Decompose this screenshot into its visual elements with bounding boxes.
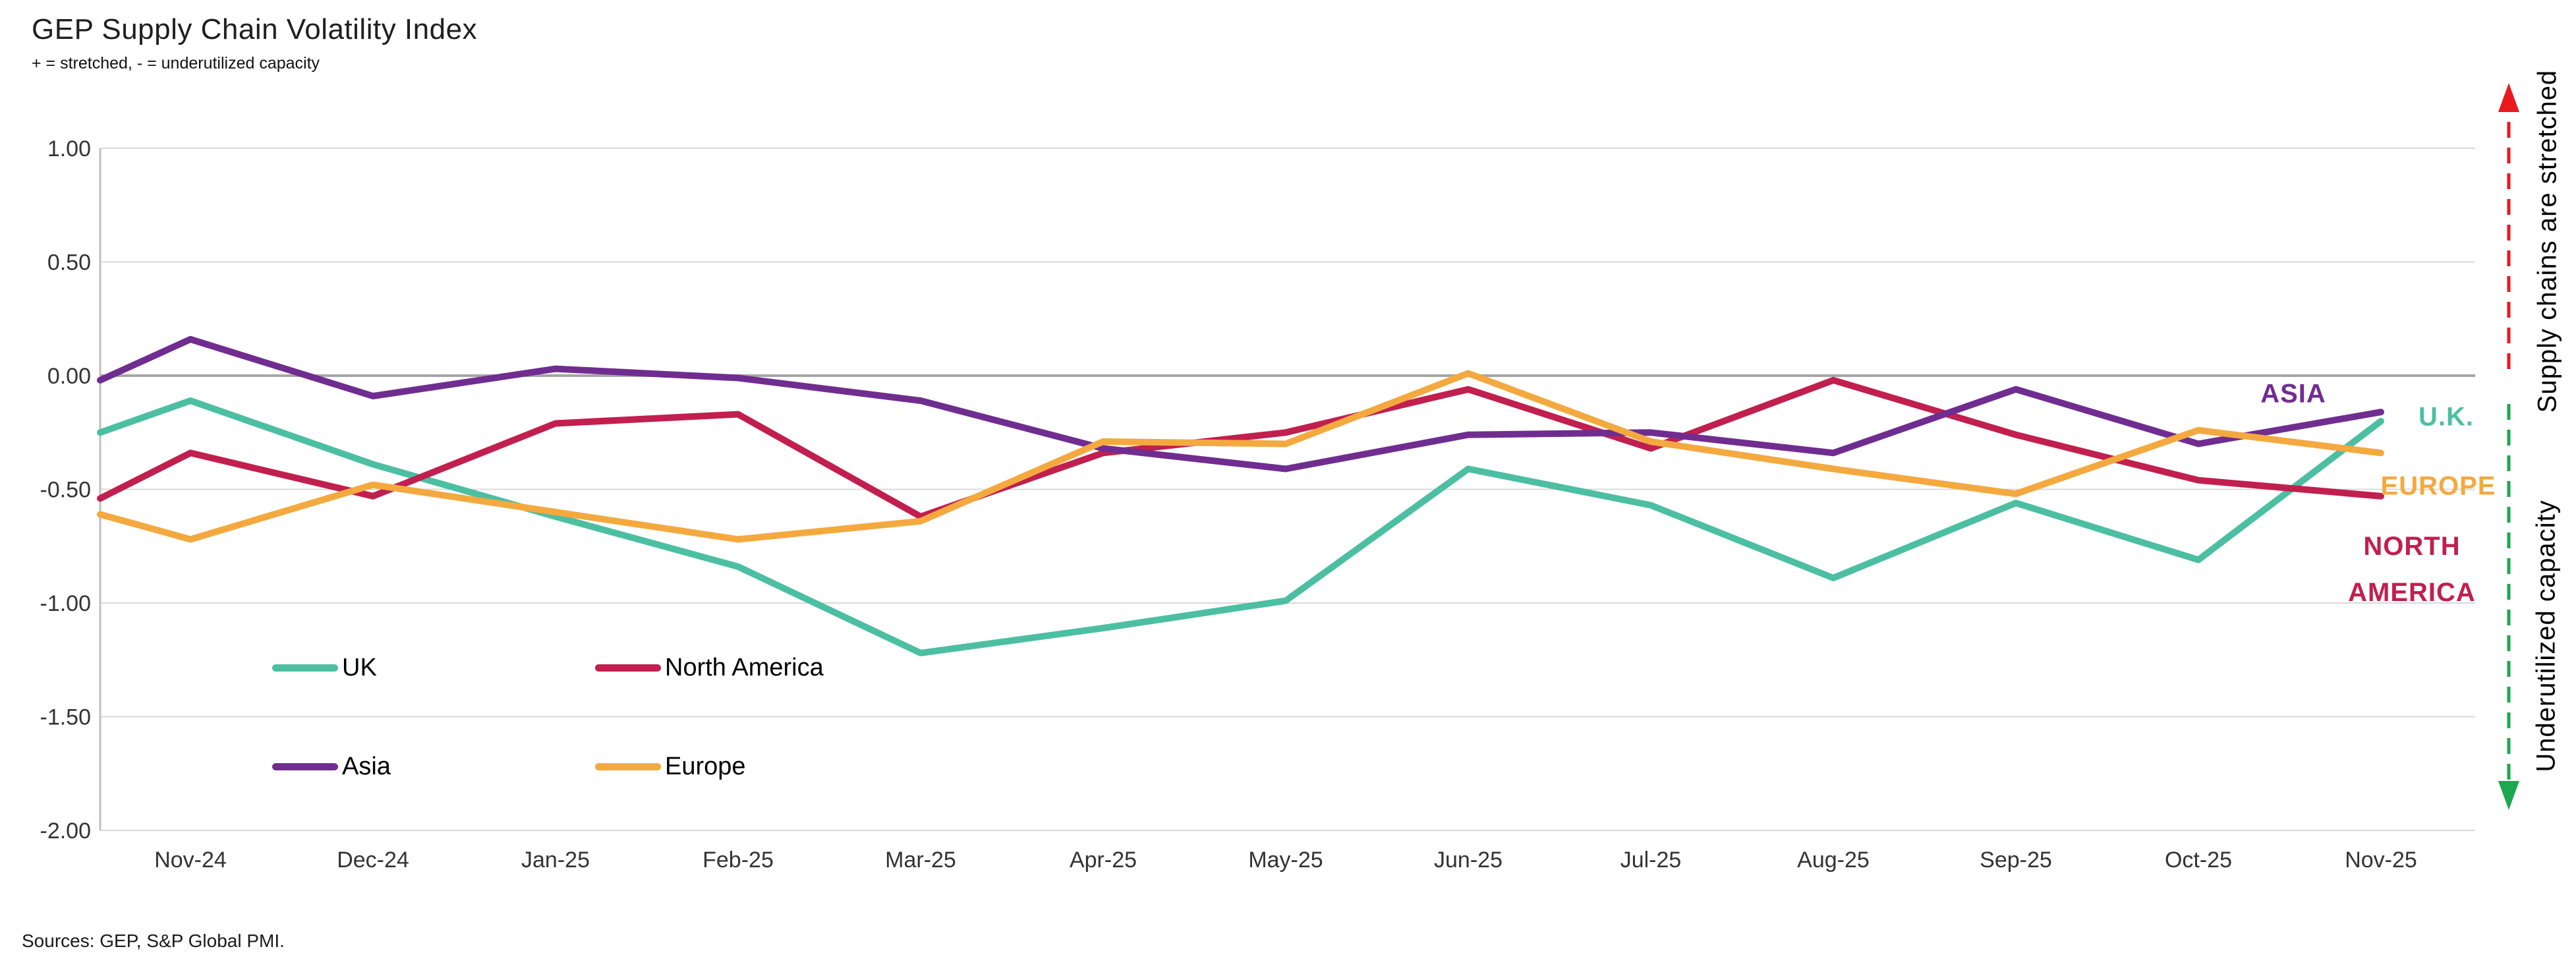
series-line-europe — [97, 370, 2384, 543]
chart-subtitle: + = stretched, - = underutilized capacit… — [32, 54, 320, 72]
x-axis-month-label: Aug-25 — [1797, 848, 1870, 873]
underutilized-capacity-vertical-label: Underutilized capacity — [2531, 500, 2561, 772]
y-axis-tick-label: -1.50 — [40, 705, 92, 730]
legend-item-asia: Asia — [272, 753, 391, 781]
uk-line-swatch-icon — [272, 664, 338, 672]
north-america-end-label: NORTH AMERICA — [2348, 532, 2476, 607]
y-axis-tick-label: 0.50 — [47, 250, 91, 275]
x-axis-month-label: Mar-25 — [885, 848, 956, 873]
x-axis-month-label: Jan-25 — [521, 848, 590, 873]
stretched-arrow-head-icon — [2498, 83, 2519, 112]
x-axis-month-label: Nov-24 — [154, 848, 227, 873]
x-axis-month-label: Feb-25 — [702, 848, 774, 873]
source-note: Sources: GEP, S&P Global PMI. — [22, 931, 285, 951]
north-america-line-swatch-icon — [595, 664, 661, 672]
x-axis-month-label: Oct-25 — [2165, 848, 2232, 873]
x-axis-month-label: Nov-25 — [2345, 848, 2417, 873]
legend-item-north-america: North America — [595, 654, 824, 682]
asia-end-label: ASIA — [2260, 379, 2326, 409]
x-axis-month-label: Sep-25 — [1980, 848, 2052, 873]
legend-label-uk: UK — [342, 654, 377, 681]
legend-label-asia: Asia — [342, 753, 391, 780]
y-axis-tick-label: -0.50 — [40, 478, 92, 503]
supply-stretched-vertical-label: Supply chains are stretched — [2533, 69, 2562, 413]
legend-label-europe: Europe — [665, 753, 746, 780]
asia-line-swatch-icon — [272, 763, 338, 770]
series-line-uk — [97, 397, 2384, 656]
underutilized-arrow-head-icon — [2498, 781, 2519, 810]
legend-item-uk: UK — [272, 654, 377, 682]
europe-end-label: EUROPE — [2380, 471, 2496, 501]
x-axis-month-label: Apr-25 — [1070, 848, 1137, 873]
page-title: GEP Supply Chain Volatility Index — [32, 13, 478, 45]
legend-label-north-america: North America — [665, 654, 824, 681]
x-axis-month-label: Jul-25 — [1620, 848, 1682, 873]
uk-end-label: U.K. — [2419, 402, 2474, 432]
legend-item-europe: Europe — [595, 753, 746, 781]
y-axis-tick-label: -2.00 — [40, 819, 92, 844]
y-axis-tick-label: 0.00 — [47, 364, 91, 389]
y-axis-tick-label: 1.00 — [47, 136, 91, 161]
series-line-asia — [97, 335, 2384, 473]
x-axis-month-label: May-25 — [1248, 848, 1323, 873]
x-axis-month-label: Dec-24 — [337, 848, 409, 873]
y-axis-tick-label: -1.00 — [40, 591, 92, 616]
europe-line-swatch-icon — [595, 763, 661, 770]
x-axis-month-label: Jun-25 — [1434, 848, 1503, 873]
